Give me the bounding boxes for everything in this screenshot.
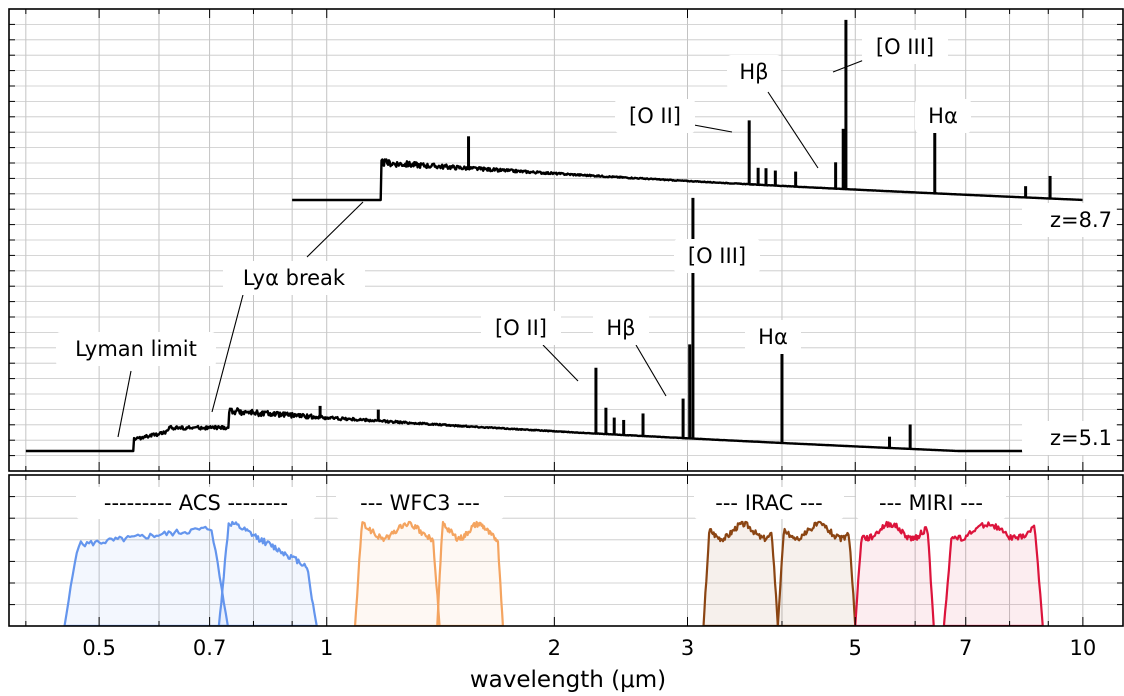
x-tick-label: 7	[959, 636, 972, 660]
label-box	[915, 99, 971, 133]
filter-label-irac: --- IRAC ---	[715, 491, 822, 515]
x-tick-label: 0.7	[193, 636, 226, 660]
filter-label-miri: --- MIRI ---	[879, 491, 983, 515]
leader-oiii-top	[832, 59, 865, 73]
filter-band-curve	[217, 520, 318, 626]
filter-band-curve	[63, 525, 229, 626]
label-box	[862, 30, 948, 64]
label-z51: z=5.1	[1050, 426, 1112, 450]
label-lya-break: Lyα break	[243, 266, 346, 290]
label-box	[336, 487, 504, 519]
filter-band-curve	[942, 521, 1044, 626]
spectrum-continuum	[291, 158, 1083, 202]
label-box	[481, 311, 561, 345]
x-axis-label: wavelength (μm)	[470, 667, 666, 693]
spectra	[25, 19, 1084, 453]
label-lyman-limit: Lyman limit	[75, 337, 197, 361]
spectrum-continuum	[25, 407, 1084, 453]
label-oiii-bottom: [O III]	[688, 244, 746, 268]
filter-label-acs: --------- ACS --------	[104, 491, 288, 515]
leader-hb-top	[767, 91, 819, 169]
filter-curves	[63, 520, 1044, 626]
leader-oii-top	[693, 124, 733, 133]
filter-band-curve	[436, 520, 505, 626]
leader-hb-bottom	[635, 344, 667, 397]
label-box	[56, 332, 216, 366]
filter-labels: --------- ACS -------- --- WFC3 --- --- …	[76, 487, 1006, 519]
leader-lya-bottom	[211, 290, 245, 413]
label-oiii-top: [O III]	[876, 35, 934, 59]
top-panel-frame	[8, 8, 1124, 472]
x-tick-label: 1	[320, 636, 333, 660]
x-tick-label: 2	[548, 636, 561, 660]
label-box	[1022, 421, 1116, 455]
x-tick-label: 10	[1069, 636, 1096, 660]
label-box	[1022, 203, 1116, 237]
label-ha-top: Hα	[928, 104, 958, 128]
label-oii-bottom: [O II]	[495, 316, 547, 340]
label-box	[856, 487, 1006, 519]
x-tick-label: 3	[681, 636, 694, 660]
label-box	[76, 487, 316, 519]
leader-oii-bottom	[542, 344, 579, 382]
label-box	[727, 55, 781, 89]
filter-band-curve	[702, 520, 779, 626]
label-box	[745, 320, 801, 354]
filter-band-curve	[854, 520, 935, 626]
bottom-panel-frame	[8, 474, 1124, 627]
label-box	[615, 99, 695, 133]
filter-label-wfc3: --- WFC3 ---	[360, 491, 480, 515]
label-box	[223, 261, 365, 295]
filter-band-curve	[353, 520, 441, 626]
x-tick-label: 0.5	[82, 636, 115, 660]
leader-lyman-limit	[117, 370, 132, 438]
label-box	[674, 239, 760, 273]
label-z87: z=8.7	[1050, 208, 1112, 232]
label-box	[694, 487, 844, 519]
leader-lya-top	[306, 201, 364, 258]
annotations: [O III] Hβ [O II] Hα Lyα break [O III] […	[56, 30, 1116, 455]
label-hb-bottom: Hβ	[606, 316, 635, 340]
label-box	[593, 311, 649, 345]
label-hb-top: Hβ	[739, 60, 768, 84]
filter-band-curve	[776, 520, 857, 626]
label-ha-bottom: Hα	[758, 325, 788, 349]
x-tick-label: 5	[849, 636, 862, 660]
x-tick-labels: 0.5 0.7 1 2 3 5 7 10	[82, 636, 1096, 660]
label-oii-top: [O II]	[629, 104, 681, 128]
